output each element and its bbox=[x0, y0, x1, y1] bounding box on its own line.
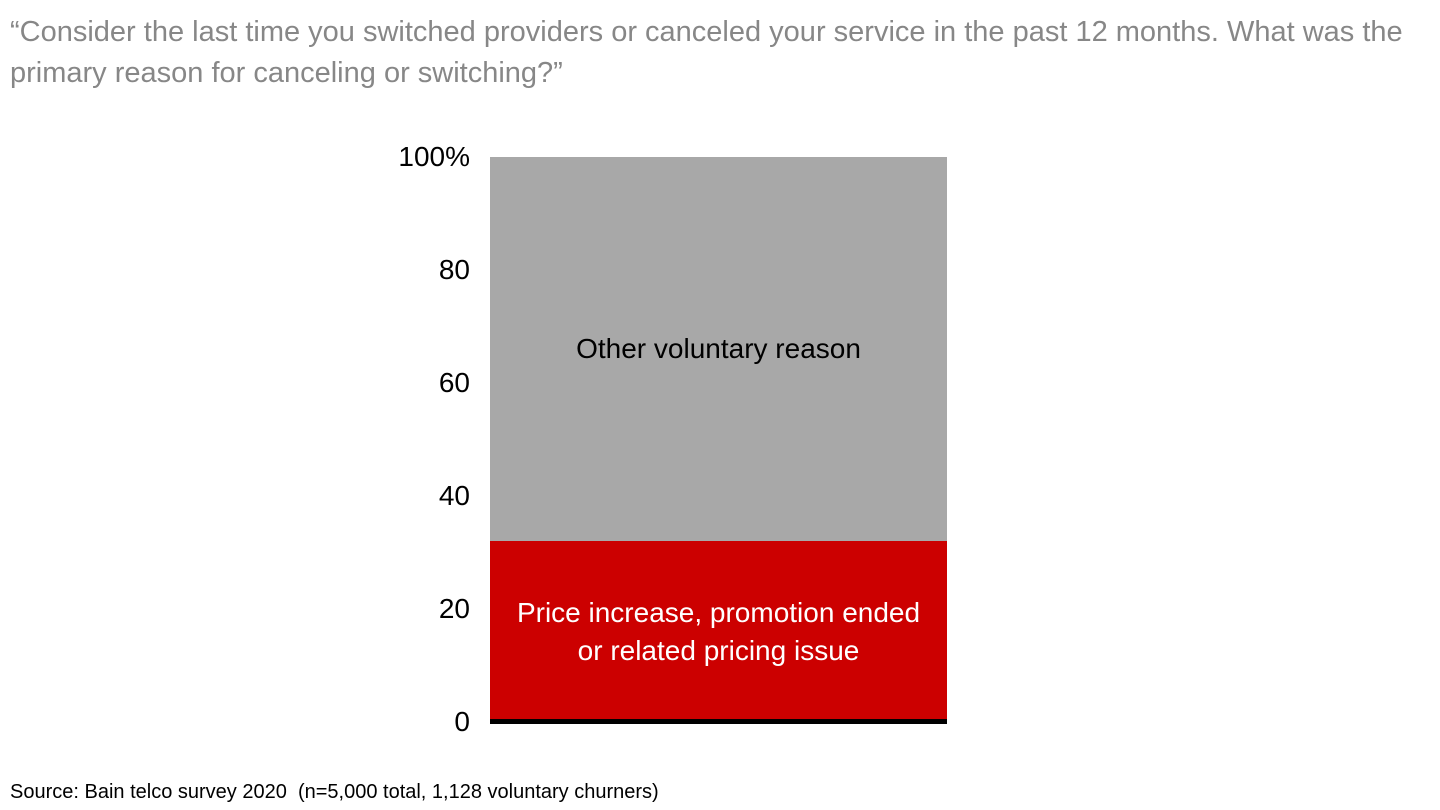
y-axis: 100% 80 60 40 20 0 bbox=[360, 141, 470, 737]
bar: Other voluntary reason Price increase, p… bbox=[490, 157, 947, 722]
segment-label-price-increase: Price increase, promotion ended or relat… bbox=[516, 596, 921, 666]
y-axis-tick-label: 60 bbox=[438, 367, 470, 398]
segment-label-other-voluntary: Other voluntary reason bbox=[576, 333, 861, 365]
y-axis-tick-label: 100% bbox=[398, 141, 470, 172]
y-axis-tick-label: 0 bbox=[454, 706, 470, 737]
source-note: Source: Bain telco survey 2020 (n=5,000 … bbox=[10, 781, 659, 803]
y-axis-tick-label: 80 bbox=[438, 254, 470, 285]
y-axis-tick-label: 20 bbox=[438, 593, 470, 624]
bar-segment-price-increase: Price increase, promotion ended or relat… bbox=[490, 541, 947, 722]
bar-segment-other-voluntary: Other voluntary reason bbox=[490, 157, 947, 542]
y-axis-tick-label: 40 bbox=[438, 480, 470, 511]
x-axis-baseline bbox=[490, 719, 947, 724]
stacked-bar-chart: Other voluntary reason Price increase, p… bbox=[490, 157, 947, 724]
chart-title: “Consider the last time you switched pro… bbox=[10, 16, 1403, 90]
